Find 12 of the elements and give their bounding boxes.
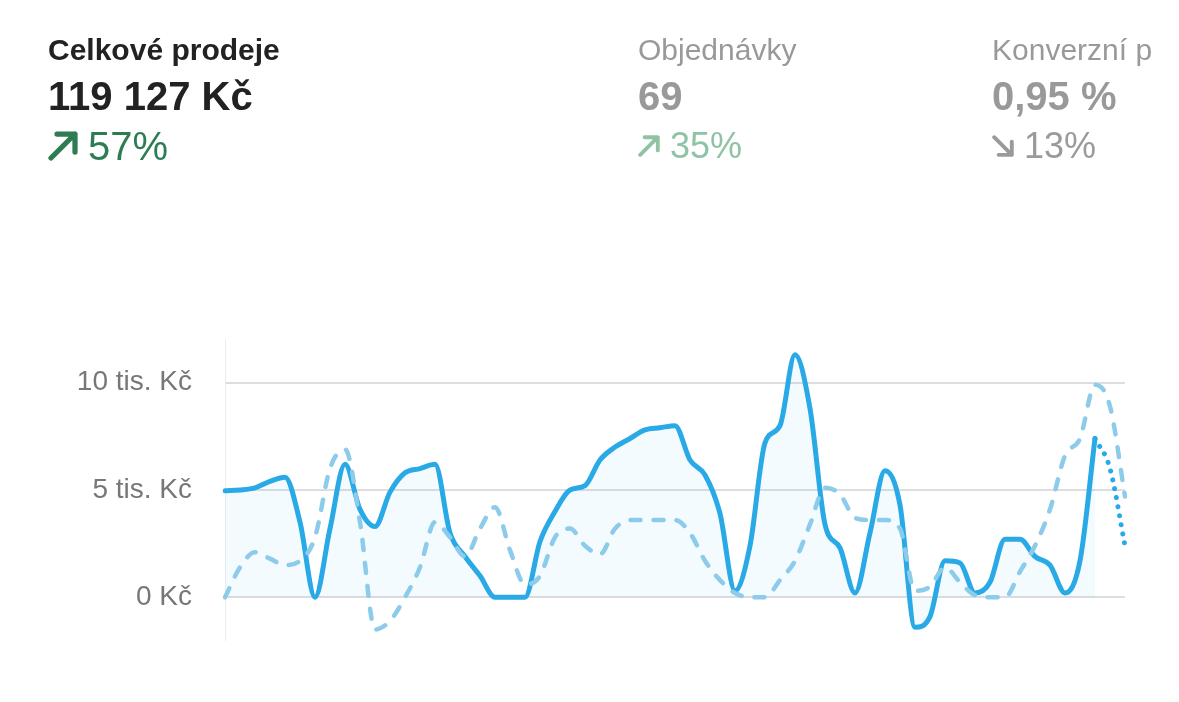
text: Konverzní p	[992, 32, 1153, 68]
text: 69	[638, 73, 684, 120]
y-tick-label: 10 tis. Kč	[76, 365, 192, 397]
chart-title: Celkové prodeje	[48, 32, 280, 68]
text: Objednávky	[638, 32, 797, 68]
text: 13%	[1024, 124, 1097, 168]
text: 35%	[670, 124, 743, 168]
y-tick-label: 0 Kč	[135, 580, 192, 611]
text: 57%	[88, 123, 169, 170]
text: 0,95 %	[992, 73, 1118, 120]
chart-subtitle: 119 127 Kč	[48, 73, 254, 120]
y-tick-label: 5 tis. Kč	[92, 472, 192, 504]
